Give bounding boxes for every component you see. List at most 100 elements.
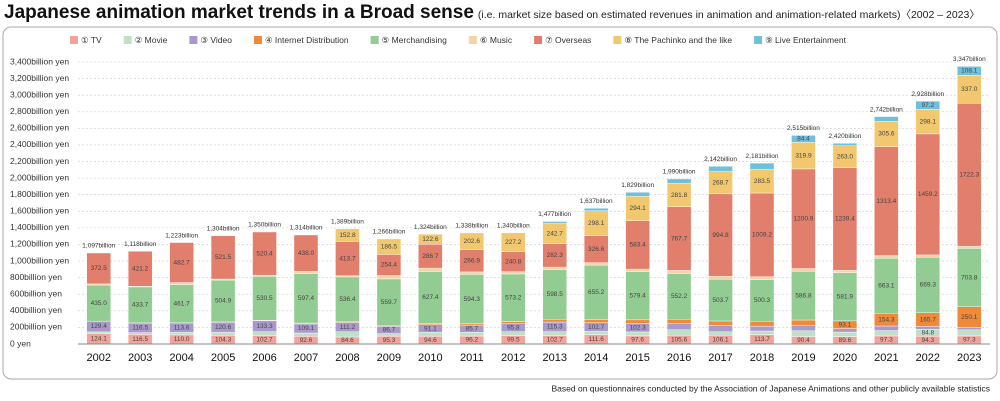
data-label: 97.6 — [631, 337, 644, 344]
x-tick-label: 2005 — [211, 352, 235, 364]
total-label: 1,477billion — [538, 211, 571, 218]
bar-segment — [749, 162, 775, 170]
bar-segment — [666, 206, 692, 271]
bar-segment — [459, 331, 485, 337]
data-label: 113.6 — [174, 324, 190, 331]
data-label: 559.7 — [381, 299, 398, 306]
y-tick-label: 200billion yen — [10, 322, 62, 332]
bar-segment — [86, 284, 111, 322]
bar-segment — [542, 318, 567, 323]
bar-segment — [583, 264, 609, 320]
total-label: 1,990billion — [663, 169, 696, 176]
bar-segment — [915, 108, 941, 135]
bar-segment — [957, 103, 982, 247]
footnote: Based on questionnaires conducted by the… — [552, 383, 991, 393]
legend-swatch — [370, 36, 379, 44]
bar-segment — [293, 271, 319, 274]
data-label: 581.9 — [837, 293, 854, 300]
data-label: 994.8 — [712, 232, 729, 239]
bar-segment — [749, 325, 775, 332]
bar-segment — [874, 121, 899, 147]
bar-segment — [708, 276, 733, 280]
data-label: 86.7 — [383, 327, 396, 334]
bar-segment — [210, 279, 236, 323]
data-label: 520.4 — [256, 250, 273, 257]
data-label: 106.1 — [712, 336, 729, 343]
data-label: 482.7 — [173, 259, 190, 266]
bar-segment — [376, 238, 402, 255]
data-label: 583.4 — [629, 242, 646, 249]
bar-segment — [501, 232, 526, 252]
bar-segment — [542, 221, 567, 224]
bar-segment — [915, 133, 941, 256]
data-label: 1313.4 — [876, 198, 896, 205]
bar-segment — [832, 270, 858, 273]
bar-segment — [210, 331, 236, 336]
y-tick-label: 2,200billion yen — [10, 156, 69, 166]
x-tick-label: 2020 — [833, 352, 857, 364]
data-label: 113.7 — [754, 336, 770, 343]
bar-segment — [335, 228, 360, 242]
bar-segment — [708, 166, 733, 172]
x-tick-label: 2016 — [667, 352, 691, 364]
data-label: 594.3 — [464, 296, 481, 303]
bar-segment — [625, 192, 650, 197]
data-label: 372.5 — [91, 265, 108, 272]
legend-swatch — [123, 36, 132, 44]
bar-segment — [708, 325, 733, 332]
bar-segment — [625, 196, 650, 221]
x-tick-label: 2003 — [128, 352, 152, 364]
data-label: 250.1 — [961, 314, 978, 321]
data-label: 268.7 — [712, 179, 729, 186]
bar-segment — [791, 319, 816, 326]
data-label: 104.3 — [215, 336, 232, 343]
bar-segment — [957, 245, 982, 249]
bar-segment — [127, 251, 153, 287]
bar-segment — [957, 66, 982, 76]
bar-segment — [501, 271, 526, 275]
bar-segment — [418, 233, 443, 245]
bar-segment — [583, 208, 609, 212]
bar-segment — [583, 331, 609, 335]
y-tick-label: 600billion yen — [10, 288, 62, 298]
bar-segment — [625, 268, 650, 272]
bar-segment — [791, 330, 816, 337]
total-label: 1,118billion — [124, 241, 157, 248]
data-label: 94.6 — [424, 337, 437, 344]
y-tick-label: 1,600billion yen — [10, 206, 69, 216]
bar-segment — [666, 270, 692, 274]
bar-segment — [708, 320, 733, 326]
bar-segment — [169, 332, 194, 336]
data-label: 227.2 — [505, 239, 522, 246]
data-label: 115.3 — [547, 324, 563, 331]
data-label: 294.1 — [629, 205, 646, 212]
data-label: 500.3 — [754, 297, 771, 304]
data-label: 298.1 — [588, 220, 605, 227]
y-tick-label: 1,200billion yen — [10, 239, 69, 249]
x-tick-label: 2007 — [294, 352, 318, 364]
chart-title: Japanese animation market trends in a Br… — [4, 2, 474, 23]
legend-swatch — [70, 36, 78, 44]
y-tick-label: 1,800billion yen — [10, 189, 69, 199]
bar-segment — [708, 331, 733, 336]
bar-segment — [957, 248, 982, 307]
data-label: 1722.3 — [959, 171, 979, 178]
y-tick-label: 800billion yen — [10, 272, 62, 282]
y-tick-label: 2,400billion yen — [10, 139, 69, 149]
bar-segment — [376, 333, 402, 337]
legend-label: ⑦ Overseas — [545, 35, 591, 45]
data-label: 461.7 — [173, 300, 190, 307]
data-label: 597.4 — [298, 295, 315, 302]
data-label: 521.5 — [215, 254, 232, 261]
data-label: 298.1 — [920, 118, 937, 125]
total-label: 2,181billion — [746, 153, 779, 160]
legend-label: ② Movie — [135, 35, 168, 45]
data-label: 1239.4 — [835, 216, 855, 223]
data-label: 242.7 — [547, 230, 564, 237]
bar-segment — [832, 143, 858, 146]
bar-segment — [542, 266, 567, 270]
bar-segment — [169, 284, 194, 324]
bar-segment — [293, 234, 319, 272]
data-label: 421.2 — [132, 265, 149, 272]
bar-segment — [915, 100, 941, 110]
